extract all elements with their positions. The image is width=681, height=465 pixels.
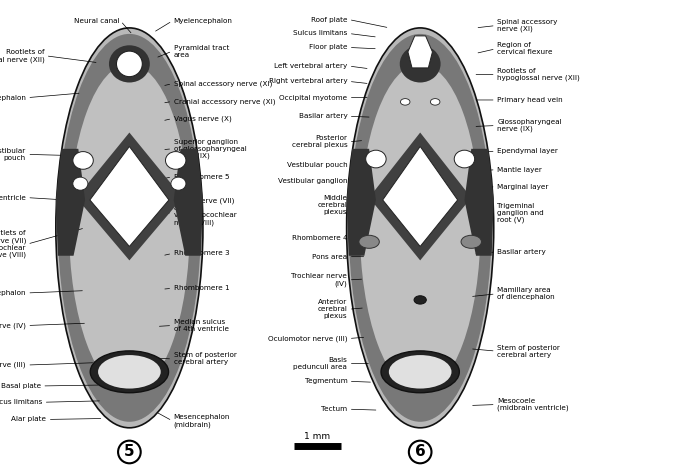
Ellipse shape (171, 177, 186, 190)
Text: Pyramidal tract
area: Pyramidal tract area (174, 45, 229, 58)
Polygon shape (174, 149, 203, 256)
Text: Stem of posterior
cerebral artery: Stem of posterior cerebral artery (497, 345, 560, 358)
Ellipse shape (165, 152, 186, 169)
Text: Roof plate: Roof plate (311, 17, 347, 22)
Text: Vestibular ganglion: Vestibular ganglion (278, 179, 347, 184)
Text: Rootlets of
hypoglossal nerve (XII): Rootlets of hypoglossal nerve (XII) (0, 49, 44, 63)
Ellipse shape (366, 150, 386, 168)
Text: 6: 6 (415, 445, 426, 459)
Ellipse shape (56, 28, 203, 428)
Text: Trochlear nerve
(IV): Trochlear nerve (IV) (291, 273, 347, 287)
Text: Cranial accessory nerve (XI): Cranial accessory nerve (XI) (174, 98, 275, 105)
Polygon shape (76, 133, 183, 260)
Text: Posterior
cerebral plexus: Posterior cerebral plexus (291, 135, 347, 148)
Text: Rhombomere 5: Rhombomere 5 (174, 174, 229, 179)
Text: Rootlets of
facial nerve (VII)
and vestibulocochlear
nerve (VIII): Rootlets of facial nerve (VII) and vesti… (0, 230, 26, 258)
Text: Middle
cerebral
plexus: Middle cerebral plexus (317, 194, 347, 215)
Text: Stem of posterior
cerebral artery: Stem of posterior cerebral artery (174, 352, 236, 365)
Text: Metencephalon: Metencephalon (0, 290, 26, 296)
Text: Basilar artery: Basilar artery (298, 113, 347, 119)
Text: Mantle layer: Mantle layer (497, 167, 542, 173)
Ellipse shape (389, 355, 452, 389)
Ellipse shape (349, 34, 492, 422)
Text: Sulcus limitans: Sulcus limitans (293, 31, 347, 36)
Text: Neural canal: Neural canal (74, 18, 119, 24)
Text: Vestibular pouch: Vestibular pouch (287, 162, 347, 168)
Ellipse shape (109, 45, 150, 82)
Ellipse shape (400, 45, 441, 82)
Text: Alar plate: Alar plate (12, 417, 46, 422)
Text: Oculomotor nerve (III): Oculomotor nerve (III) (0, 362, 26, 368)
Text: Rootlets of
hypoglossal nerve (XII): Rootlets of hypoglossal nerve (XII) (497, 67, 580, 81)
Ellipse shape (347, 28, 494, 428)
Text: Marginal layer: Marginal layer (497, 184, 548, 190)
Text: Myelencephalon: Myelencephalon (174, 18, 232, 24)
Text: Superior ganglion
of glossopharyngeal
nerve (IX): Superior ganglion of glossopharyngeal ne… (174, 139, 247, 159)
Text: Floor plate: Floor plate (308, 45, 347, 50)
Ellipse shape (58, 34, 201, 422)
Text: Sulcus limitans: Sulcus limitans (0, 399, 42, 405)
Text: Trigeminal
ganglion and
root (V): Trigeminal ganglion and root (V) (497, 203, 544, 223)
Ellipse shape (359, 235, 379, 248)
Polygon shape (408, 36, 432, 68)
Text: Oculomotor nerve (III): Oculomotor nerve (III) (268, 335, 347, 342)
Text: Mesencephalon
(midbrain): Mesencephalon (midbrain) (174, 414, 230, 428)
Text: 4th ventricle: 4th ventricle (0, 195, 26, 200)
Polygon shape (347, 149, 376, 256)
Polygon shape (90, 146, 169, 246)
Text: Right vertebral artery: Right vertebral artery (269, 79, 347, 84)
Ellipse shape (69, 64, 190, 392)
Ellipse shape (381, 351, 459, 393)
Polygon shape (369, 133, 471, 260)
Text: Basis
pedunculi area: Basis pedunculi area (294, 357, 347, 370)
Text: Basal plate: Basal plate (1, 383, 41, 389)
Text: Primary head vein: Primary head vein (497, 97, 563, 103)
Text: Rhombomere 3: Rhombomere 3 (174, 251, 229, 256)
Text: Spinal accessory
nerve (XI): Spinal accessory nerve (XI) (497, 19, 558, 33)
Text: Mamillary area
of diencephalon: Mamillary area of diencephalon (497, 287, 555, 300)
Text: 5: 5 (124, 445, 135, 459)
Ellipse shape (454, 150, 475, 168)
Ellipse shape (360, 64, 481, 392)
Polygon shape (464, 149, 494, 256)
Ellipse shape (73, 177, 88, 190)
Ellipse shape (90, 351, 169, 393)
Text: Pons area: Pons area (312, 254, 347, 259)
Text: Tectum: Tectum (321, 406, 347, 412)
Text: Rhombomere 4: Rhombomere 4 (291, 235, 347, 241)
Text: Mesocoele
(midbrain ventricle): Mesocoele (midbrain ventricle) (497, 398, 569, 412)
Ellipse shape (116, 51, 142, 77)
Text: Myelencephalon: Myelencephalon (0, 95, 26, 100)
Text: 1 mm: 1 mm (304, 432, 330, 441)
Text: Vestibular
pouch: Vestibular pouch (0, 148, 26, 161)
Ellipse shape (400, 99, 410, 105)
Text: Left vertebral artery: Left vertebral artery (274, 63, 347, 69)
Ellipse shape (461, 235, 481, 248)
Text: Trochlear nerve (IV): Trochlear nerve (IV) (0, 322, 26, 329)
Text: Rhombomere 1: Rhombomere 1 (174, 286, 229, 291)
Text: Median sulcus
of 4th ventricle: Median sulcus of 4th ventricle (174, 319, 229, 332)
Text: Glossopharyngeal
nerve (IX): Glossopharyngeal nerve (IX) (497, 119, 562, 133)
Text: Occipital myotome: Occipital myotome (279, 95, 347, 100)
Polygon shape (383, 146, 458, 246)
Ellipse shape (430, 99, 440, 105)
Polygon shape (56, 149, 85, 256)
Ellipse shape (414, 296, 426, 304)
Text: Spinal accessory nerve (XI): Spinal accessory nerve (XI) (174, 80, 272, 87)
Text: Tegmentum: Tegmentum (304, 379, 347, 384)
Ellipse shape (98, 355, 161, 389)
Ellipse shape (73, 152, 93, 169)
Text: Anterior
cerebral
plexus: Anterior cerebral plexus (317, 299, 347, 319)
Text: Region of
cervical flexure: Region of cervical flexure (497, 42, 552, 55)
Text: Vagus nerve (X): Vagus nerve (X) (174, 115, 232, 122)
Text: Facial nerve (VII)
and
vestibulocochlear
nerve (VIII): Facial nerve (VII) and vestibulocochlear… (174, 198, 238, 226)
Text: Ependymal layer: Ependymal layer (497, 148, 558, 154)
Text: Basilar artery: Basilar artery (497, 249, 546, 255)
